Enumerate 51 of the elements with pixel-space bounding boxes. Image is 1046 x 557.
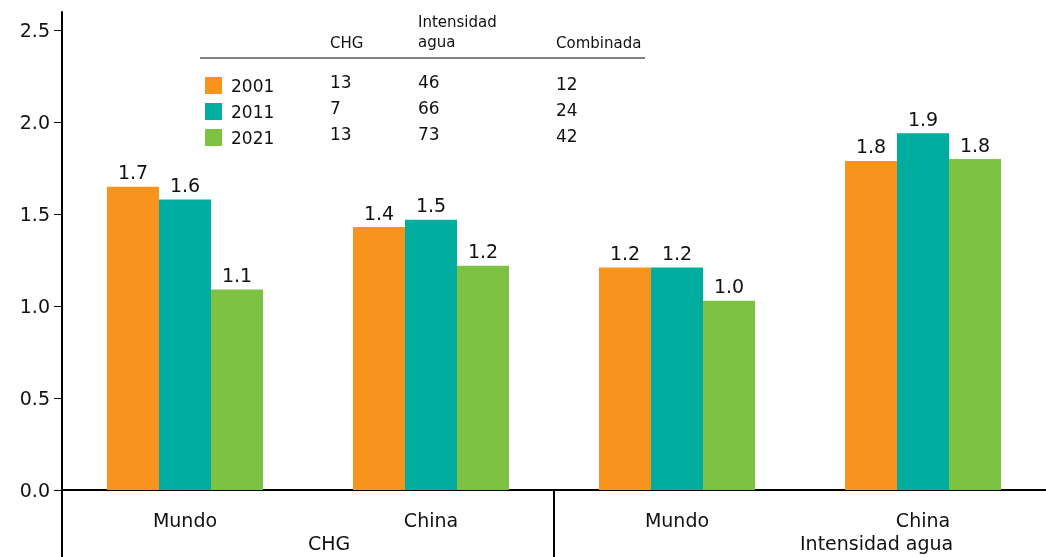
legend-label: 2011 (231, 101, 275, 122)
bar (353, 227, 405, 490)
bar (845, 160, 897, 490)
annotation: CHG (330, 34, 364, 52)
bar (897, 133, 949, 490)
legend-label: 2001 (231, 75, 275, 96)
x-tick-label: China (403, 508, 459, 531)
data-label: 1.8 (959, 133, 991, 156)
annotation: 46 (418, 71, 440, 92)
annotation: Combinada (556, 34, 642, 52)
data-label: 1.1 (221, 264, 253, 287)
y-tick-label: 1.5 (19, 203, 50, 226)
bar (599, 267, 651, 490)
data-label: 1.7 (117, 161, 149, 184)
annotation: 13 (330, 123, 352, 144)
annotation: 24 (556, 99, 578, 120)
y-tick-label: 1.0 (19, 295, 50, 318)
data-label: 1.0 (713, 275, 745, 298)
y-tick-label: 2.5 (19, 19, 50, 42)
bar (703, 300, 755, 490)
text: CHG (308, 531, 351, 554)
annotation: 12 (556, 73, 578, 94)
bar (159, 199, 211, 490)
y-tick-label: 0.0 (19, 479, 50, 501)
x-tick-label: China (895, 508, 951, 531)
legend-label: 2021 (231, 127, 275, 148)
annotation: 7 (330, 97, 341, 118)
data-label: 1.4 (363, 201, 395, 224)
annotation: 73 (418, 123, 440, 144)
data-label: 1.2 (661, 242, 693, 265)
annotation: Intensidad agua (418, 13, 502, 51)
data-label: 1.2 (467, 240, 499, 263)
x-tick-label: Mundo (152, 508, 218, 531)
data-label: 1.9 (907, 107, 939, 130)
bar (949, 159, 1001, 490)
data-label: 1.5 (415, 194, 447, 217)
bar (211, 289, 263, 490)
text: Intensidad agua (800, 531, 954, 554)
x-tick-label: Mundo (644, 508, 710, 531)
data-label: 1.2 (609, 242, 641, 265)
annotation: 42 (556, 125, 578, 146)
bar (107, 186, 159, 490)
bar (457, 265, 509, 490)
annotation: 66 (418, 97, 440, 118)
bar (405, 219, 457, 490)
annotation: 13 (330, 71, 352, 92)
y-tick-label: 0.5 (19, 387, 50, 410)
bar (651, 267, 703, 490)
data-label: 1.8 (855, 135, 887, 158)
y-tick-label: 2.0 (19, 111, 50, 134)
data-label: 1.6 (169, 174, 201, 197)
